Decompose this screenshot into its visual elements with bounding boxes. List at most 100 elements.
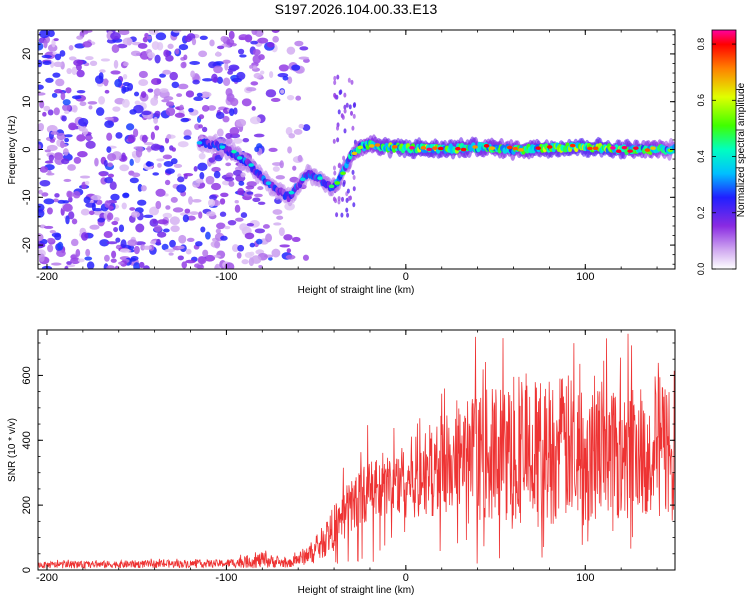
noise-blob (175, 49, 179, 55)
noise-blob (333, 76, 336, 81)
noise-blob (267, 42, 275, 48)
noise-blob (186, 249, 192, 255)
noise-blob (249, 65, 253, 69)
noise-blob (43, 39, 47, 48)
noise-blob (99, 69, 105, 73)
noise-blob (114, 79, 122, 87)
ridge-peak-blob (438, 147, 444, 151)
ridge-peak-blob (535, 146, 541, 150)
noise-blob (163, 49, 169, 57)
noise-blob (80, 175, 90, 178)
noise-blob (54, 233, 61, 240)
noise-blob (128, 134, 136, 143)
noise-blob (52, 73, 60, 78)
noise-blob (155, 189, 165, 197)
noise-blob (105, 200, 111, 208)
noise-blob (35, 92, 45, 95)
noise-blob (197, 163, 207, 171)
noise-blob (61, 115, 66, 121)
ridge-peak-blob (220, 145, 226, 149)
noise-blob (333, 80, 336, 85)
noise-blob (231, 78, 242, 82)
noise-blob (351, 126, 354, 131)
y-tick-label: -10 (21, 189, 33, 205)
noise-blob (98, 96, 105, 105)
noise-blob (63, 148, 69, 155)
noise-blob (76, 35, 83, 39)
noise-blob (85, 181, 90, 185)
noise-blob (170, 216, 180, 225)
noise-blob (63, 99, 71, 105)
noise-blob (152, 41, 160, 50)
noise-blob (157, 219, 168, 224)
noise-blob (225, 133, 232, 139)
noise-blob (143, 215, 153, 218)
noise-blob (90, 61, 97, 66)
noise-blob (178, 235, 186, 244)
noise-blob (291, 64, 300, 70)
noise-blob (336, 137, 339, 142)
noise-blob (141, 91, 146, 98)
noise-blob (229, 31, 235, 40)
noise-blob (45, 149, 51, 152)
noise-blob (141, 111, 151, 115)
noise-blob (217, 128, 224, 136)
noise-blob (283, 234, 292, 240)
noise-blob (279, 160, 283, 168)
noise-blob (229, 65, 240, 71)
noise-blob (61, 158, 69, 164)
noise-blob (177, 246, 185, 249)
noise-blob (113, 227, 118, 232)
noise-blob (220, 193, 228, 198)
noise-blob (342, 182, 345, 187)
noise-blob (66, 191, 72, 198)
noise-blob (66, 68, 71, 74)
noise-blob (106, 133, 112, 141)
noise-blob (268, 148, 277, 152)
noise-blob (136, 149, 142, 158)
noise-blob (353, 175, 356, 180)
noise-blob (266, 89, 277, 97)
noise-blob (87, 261, 94, 269)
noise-blob (252, 106, 256, 111)
noise-blob (57, 242, 63, 251)
noise-blob (52, 93, 57, 98)
noise-blob (54, 38, 59, 41)
noise-blob (343, 93, 346, 98)
noise-blob (245, 185, 254, 189)
noise-blob (97, 218, 105, 223)
noise-blob (226, 39, 234, 46)
noise-blob (185, 209, 191, 214)
noise-blob (154, 125, 159, 130)
ridge-peak-blob (357, 146, 363, 150)
noise-blob (338, 163, 341, 168)
x-tick-label: -200 (36, 572, 58, 584)
noise-blob (63, 204, 73, 212)
noise-blob (286, 255, 296, 260)
noise-blob (54, 193, 59, 197)
noise-blob (179, 105, 183, 110)
noise-blob (95, 75, 103, 84)
noise-blob (123, 74, 127, 79)
noise-blob (176, 184, 186, 193)
noise-blob (229, 108, 234, 116)
y-tick-label: 20 (21, 48, 33, 60)
noise-blob (110, 70, 120, 74)
noise-blob (214, 265, 218, 270)
y-tick-label: 400 (21, 431, 33, 449)
noise-blob (82, 128, 88, 135)
noise-blob (100, 173, 106, 176)
noise-blob (53, 62, 62, 67)
noise-blob (224, 226, 230, 229)
noise-blob (287, 248, 291, 253)
noise-blob (245, 233, 255, 240)
noise-blob (238, 49, 244, 55)
ridge-peak-blob (622, 146, 628, 150)
noise-blob (241, 259, 248, 264)
noise-blob (303, 255, 309, 261)
noise-blob (283, 76, 289, 81)
noise-blob (269, 71, 273, 78)
noise-blob (294, 41, 303, 47)
ridge-peak-blob (633, 146, 639, 150)
noise-blob (155, 201, 161, 209)
